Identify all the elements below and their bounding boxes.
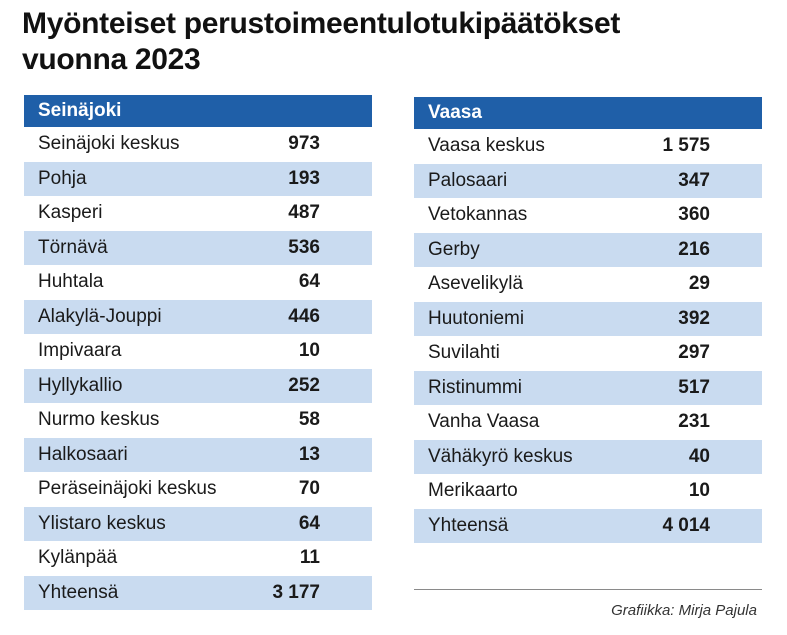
decision-count: 58 (298, 409, 320, 430)
table-row: Ylistaro keskus 64 (24, 506, 372, 541)
divider (414, 589, 762, 590)
decision-count: 297 (678, 342, 710, 363)
area-name: Gerby (428, 238, 480, 260)
area-name: Törnävä (38, 236, 108, 258)
table-row: Peräseinäjoki keskus 70 (24, 472, 372, 507)
table-row: Kylänpää 11 (24, 541, 372, 576)
decision-count: 64 (298, 512, 320, 534)
title-line: Myönteiset perustoimeentulotukipäätökset (22, 7, 621, 40)
area-name: Ylistaro keskus (38, 512, 166, 534)
area-name: Vähäkyrö keskus (428, 445, 573, 467)
table-row: Impivaara 10 (24, 334, 372, 369)
area-name: Huutoniemi (428, 307, 525, 329)
decision-count: 360 (678, 204, 710, 225)
table-row: Yhteensä 4 014 (414, 508, 762, 543)
table-row: Pohja 193 (24, 161, 372, 196)
area-name: Hyllykallio (38, 374, 123, 396)
table-row: Vaasa keskus 1 575 (414, 129, 762, 164)
table-row: Alakylä-Jouppi 446 (24, 299, 372, 334)
area-name: Seinäjoki keskus (38, 133, 180, 154)
decision-count: 536 (288, 236, 320, 258)
decision-count: 216 (678, 238, 710, 260)
area-name: Vanha Vaasa (428, 411, 540, 432)
table-row: Asevelikylä 29 (414, 267, 762, 302)
title-line: vuonna 2023 (22, 43, 201, 76)
decision-count: 64 (298, 271, 320, 292)
decision-count: 29 (688, 273, 710, 294)
area-name: Huhtala (38, 271, 104, 292)
credit: Grafiikka: Mirja Pajula (611, 602, 757, 619)
decision-count: 517 (678, 376, 710, 398)
decision-count: 11 (299, 547, 320, 568)
decision-count: 392 (678, 307, 710, 329)
table-row: Vetokannas 360 (414, 198, 762, 233)
area-name: Impivaara (38, 340, 122, 361)
decision-count: 973 (288, 133, 320, 154)
table-row: Vanha Vaasa 231 (414, 405, 762, 440)
area-name: Suvilahti (428, 342, 500, 363)
table-row: Huutoniemi 392 (414, 301, 762, 336)
table-row: Törnävä 536 (24, 230, 372, 265)
table-row: Gerby 216 (414, 232, 762, 267)
table-row: Nurmo keskus 58 (24, 403, 372, 438)
title: Myönteiset perustoimeentulotukipäätökset… (22, 6, 620, 78)
area-name: Ristinummi (428, 376, 522, 398)
decision-count: 1 575 (662, 135, 710, 156)
decision-count: 3 177 (272, 581, 320, 603)
area-name: Vaasa keskus (428, 135, 545, 156)
decision-count: 40 (688, 445, 710, 467)
decision-count: 10 (688, 480, 710, 501)
decision-count: 231 (678, 411, 710, 432)
decision-count: 10 (298, 340, 320, 361)
table-header: Vaasa (414, 97, 762, 129)
area-name: Palosaari (428, 169, 508, 191)
table-row: Seinäjoki keskus 973 (24, 127, 372, 162)
decision-count: 70 (298, 478, 320, 499)
area-name: Yhteensä (428, 514, 509, 536)
area-name: Merikaarto (428, 480, 518, 501)
area-name: Pohja (38, 167, 87, 189)
area-name: Halkosaari (38, 443, 128, 465)
area-name: Peräseinäjoki keskus (38, 478, 217, 499)
decision-count: 487 (288, 202, 320, 223)
decision-count: 446 (288, 305, 320, 327)
table: Seinäjoki Seinäjoki keskus 973 Pohja 193 Kasp… (24, 95, 372, 610)
table-row: Huhtala 64 (24, 265, 372, 300)
area-name: Yhteensä (38, 581, 119, 603)
area-name: Kasperi (38, 202, 103, 223)
table-row: Vähäkyrö keskus 40 (414, 439, 762, 474)
decision-count: 13 (298, 443, 320, 465)
table-header: Seinäjoki (24, 95, 372, 127)
table-row: Merikaarto 10 (414, 474, 762, 509)
table: Vaasa Vaasa keskus 1 575 Palosaari 347 Vetoka… (414, 97, 762, 543)
area-name: Alakylä-Jouppi (38, 305, 162, 327)
table-row: Kasperi 487 (24, 196, 372, 231)
table-row: Palosaari 347 (414, 163, 762, 198)
table-row: Hyllykallio 252 (24, 368, 372, 403)
area-name: Nurmo keskus (38, 409, 160, 430)
table-row: Suvilahti 297 (414, 336, 762, 371)
table-row: Yhteensä 3 177 (24, 575, 372, 610)
area-name: Kylänpää (38, 547, 118, 568)
area-name: Asevelikylä (428, 273, 524, 294)
decision-count: 252 (288, 374, 320, 396)
decision-count: 347 (678, 169, 710, 191)
table-row: Ristinummi 517 (414, 370, 762, 405)
decision-count: 4 014 (662, 514, 710, 536)
decision-count: 193 (288, 167, 320, 189)
area-name: Vetokannas (428, 204, 528, 225)
table-row: Halkosaari 13 (24, 437, 372, 472)
